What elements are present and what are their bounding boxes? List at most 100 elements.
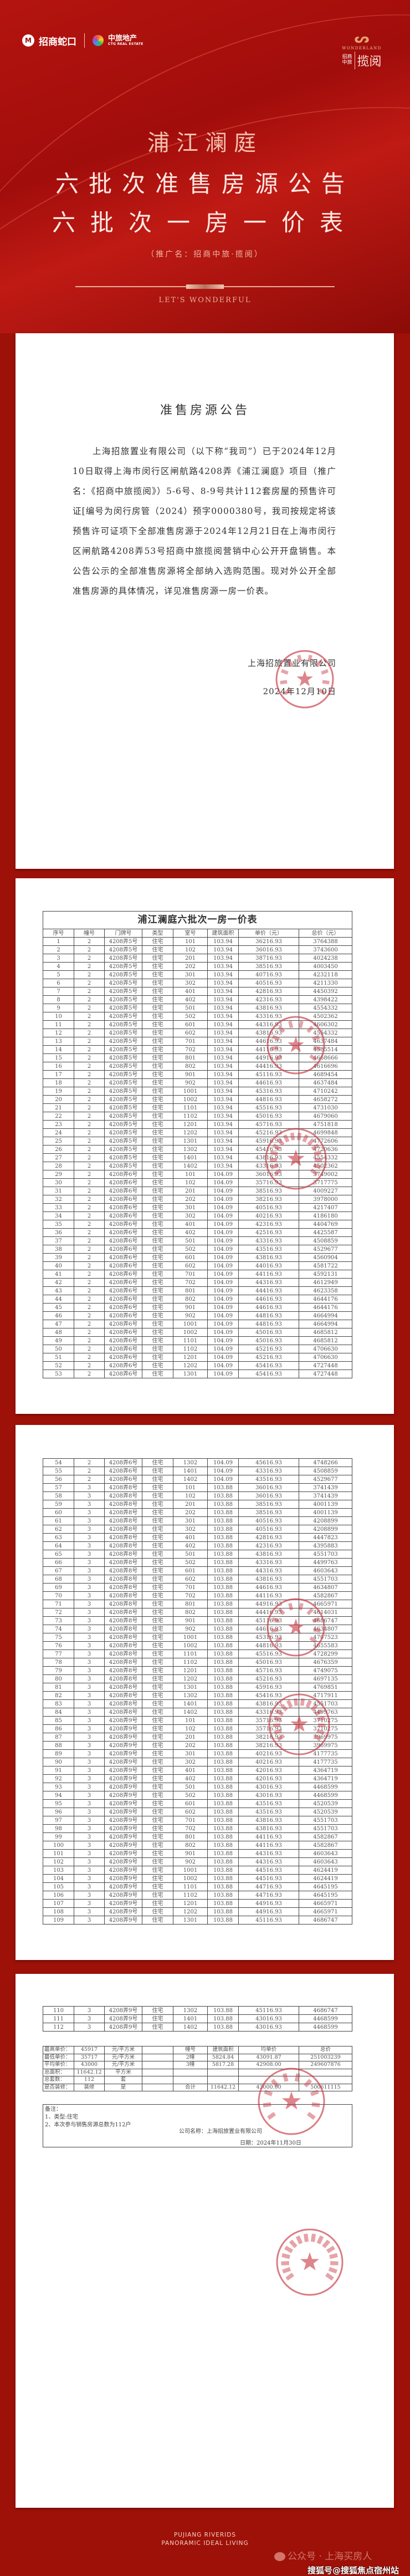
table-cell: 4208弄5号 [104, 1128, 142, 1137]
table-cell: 102 [173, 945, 208, 954]
column-header: 室号 [173, 929, 208, 938]
table-cell: 住宅 [142, 2006, 173, 2015]
table-cell: 3741439 [299, 1483, 352, 1492]
table-cell: 103.94 [207, 1128, 239, 1137]
table-cell: 44 [43, 1295, 74, 1304]
table-cell: 2 [74, 1137, 105, 1146]
table-cell: 住宅 [142, 1475, 173, 1484]
table-cell: 104.09 [207, 1320, 239, 1328]
table-cell: 4720636 [299, 1145, 352, 1154]
table-cell: 40216.93 [238, 1211, 299, 1220]
table-cell: 4208弄5号 [104, 937, 142, 946]
table-cell: 4208弄5号 [104, 1070, 142, 1079]
table-cell: 4706630 [299, 1353, 352, 1362]
table-cell: 36016.93 [238, 945, 299, 954]
table-cell: 4208弄6号 [104, 1320, 142, 1328]
table-cell: 103.88 [207, 1824, 239, 1833]
table-cell: 住宅 [142, 1758, 173, 1766]
table-cell: 住宅 [142, 1195, 173, 1204]
table-cell: 44916.93 [238, 1899, 299, 1908]
table-cell: 6 [43, 979, 74, 987]
table-row: 53 2 4208弄6号 住宅 1301 104.09 45416.93 4727448 [43, 1370, 352, 1378]
table-cell: 36016.93 [238, 1170, 299, 1179]
table-cell: 65 [43, 1550, 74, 1559]
table-cell: 43816.93 [238, 1029, 299, 1037]
table-cell: 105 [43, 1882, 74, 1891]
table-cell: 4208弄6号 [104, 1220, 142, 1229]
table-cell: 40516.93 [238, 1525, 299, 1534]
table-cell: 103.88 [207, 1533, 239, 1542]
table-cell: 401 [173, 1533, 208, 1542]
table-cell: 104.09 [207, 1353, 239, 1362]
table-cell: 4520539 [299, 1808, 352, 1816]
table-cell: 43816.93 [238, 1824, 299, 1833]
table-cell: 2 [74, 1253, 105, 1262]
table-cell: 301 [173, 970, 208, 979]
column-header: 序号 [43, 929, 74, 938]
table-cell: 80 [43, 1674, 74, 1683]
table-cell: 4685812 [299, 1328, 352, 1337]
table-cell: 44316.93 [238, 1278, 299, 1287]
table-row: 92 3 4208弄9号 住宅 402 103.88 42016.93 4364719 [43, 1774, 352, 1783]
table-cell: 43816.93 [238, 1253, 299, 1262]
table-cell: 4623358 [299, 1286, 352, 1295]
table-cell: 104.09 [207, 1345, 239, 1353]
table-cell: 31 [43, 1187, 74, 1195]
table-cell: 1101 [173, 1336, 208, 1345]
table-row: 52 2 4208弄6号 住宅 1202 104.09 45416.93 4727448 [43, 1361, 352, 1370]
table-cell: 43816.93 [238, 1550, 299, 1559]
table-cell: 43316.93 [238, 1236, 299, 1245]
header-banner: M 招商蛇口 中旅地产 CTG REAL ESTATE ᔕ WONDERLAND… [0, 0, 410, 333]
table-cell: 住宅 [142, 1733, 173, 1742]
table-cell: 2 [74, 1187, 105, 1195]
table-cell: 103.88 [207, 1783, 239, 1791]
wechat-icon [274, 2552, 285, 2561]
table-cell: 104.09 [207, 1286, 239, 1295]
table-cell: 46 [43, 1311, 74, 1320]
table-cell: 4624419 [299, 1866, 352, 1875]
table-cell: 4208弄9号 [104, 1749, 142, 1758]
table-cell: 103.94 [207, 1087, 239, 1096]
table-cell: 45916.93 [238, 1683, 299, 1692]
table-row: 26 2 4208弄5号 住宅 1302 103.94 45416.93 4720636 [43, 1145, 352, 1154]
table-cell: 住宅 [142, 1882, 173, 1891]
table-row: 78 3 4208弄8号 住宅 1102 103.88 45016.93 4676359 [43, 1658, 352, 1667]
column-header: 建筑面积 [207, 929, 239, 938]
table-cell: 3 [74, 1857, 105, 1866]
table-cell: 3 [74, 1708, 105, 1717]
cmsk-logo-icon: M [22, 34, 34, 47]
table-cell: 103.88 [207, 1758, 239, 1766]
table-cell: 44316.93 [238, 1020, 299, 1029]
table-cell: 68 [43, 1575, 74, 1584]
table-cell: 104.09 [207, 1211, 239, 1220]
table-cell: 103.88 [207, 1907, 239, 1916]
table-row: 91 3 4208弄9号 住宅 401 103.88 42016.93 4364719 [43, 1766, 352, 1775]
table-cell: 4655583 [299, 1641, 352, 1650]
table-cell: 45016.93 [238, 1328, 299, 1337]
table-cell: 101 [173, 1483, 208, 1492]
table-cell: 2 [74, 1037, 105, 1046]
table-cell: 62 [43, 1525, 74, 1534]
table-row: 1 2 4208弄5号 住宅 101 103.94 36216.93 3764388 [43, 937, 352, 946]
table-cell: 4208弄8号 [104, 1608, 142, 1617]
footer-line-2: PANORAMIC IDEAL LIVING [161, 2540, 249, 2547]
table-cell: 44916.93 [238, 1053, 299, 1062]
table-cell: 202 [173, 962, 208, 971]
table-cell: 住宅 [142, 1053, 173, 1062]
summary-cell [142, 2068, 173, 2076]
table-cell: 住宅 [142, 1650, 173, 1658]
page-title-announcement: 六批次准售房源公告 [55, 170, 355, 197]
table-cell: 4208弄6号 [104, 1370, 142, 1378]
table-row: 86 3 4208弄9号 住宅 102 103.88 35716.93 3710275 [43, 1724, 352, 1733]
table-cell: 3 [74, 1832, 105, 1841]
summary-cell [299, 2076, 352, 2084]
table-cell: 85 [43, 1716, 74, 1725]
table-cell: 38516.93 [238, 962, 299, 971]
table-row: 13 2 4208弄5号 住宅 701 103.94 44616.93 4637484 [43, 1037, 352, 1046]
table-cell: 103.88 [207, 1600, 239, 1608]
table-cell: 3 [74, 1591, 105, 1600]
table-title: 浦江澜庭六批次一房一价表 [43, 911, 352, 929]
table-row: 39 2 4208弄6号 住宅 601 104.09 43816.93 4560904 [43, 1253, 352, 1262]
table-cell: 901 [173, 1303, 208, 1312]
table-cell: 4208弄9号 [104, 1724, 142, 1733]
